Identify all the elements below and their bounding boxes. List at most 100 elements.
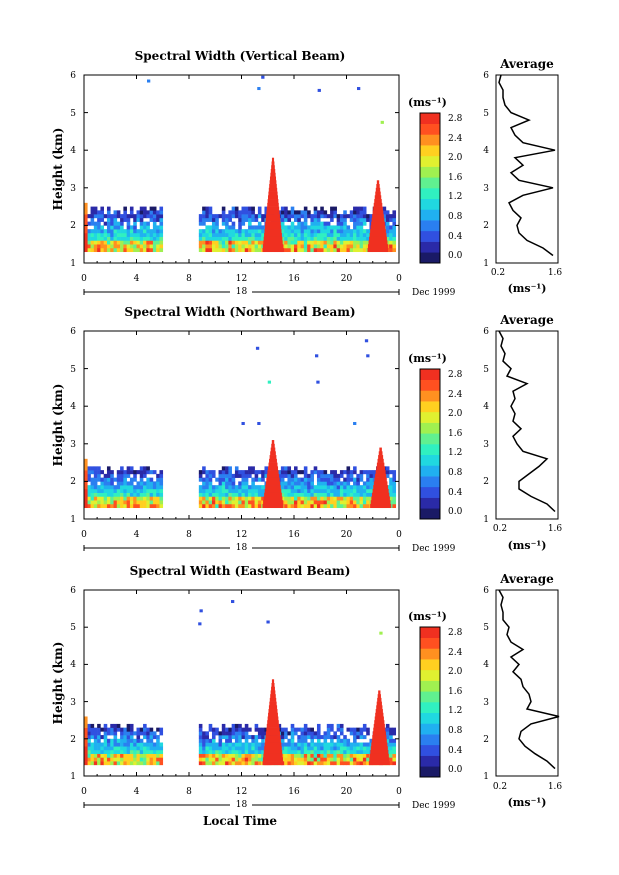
peak-cell	[271, 683, 275, 688]
heatmap-cell	[307, 500, 311, 505]
heatmap-cell	[287, 473, 292, 478]
heatmap-cell	[353, 466, 357, 471]
heatmap-cell	[369, 217, 374, 222]
average-title: Average	[499, 313, 554, 327]
x-tick-label: 0	[81, 274, 87, 284]
heatmap-cell	[139, 485, 144, 490]
peak-cell	[266, 727, 280, 732]
heatmap-cell	[159, 232, 164, 237]
avg-y-tick: 5	[483, 623, 489, 633]
panel-northward-beam: Spectral Width (Northward Beam) Height (…	[51, 305, 562, 554]
heatmap-cell	[294, 496, 298, 501]
heatmap-cell	[218, 232, 223, 237]
heatmap-cell	[330, 225, 334, 230]
heatmap-cell	[343, 225, 347, 230]
heatmap-cell	[339, 481, 344, 486]
heatmap-cell	[366, 470, 370, 475]
heatmap-cell	[392, 727, 397, 732]
heatmap-cell	[241, 229, 246, 234]
peak-cell	[266, 723, 280, 728]
heatmap-cell	[156, 473, 160, 478]
heatmap-cell	[136, 485, 141, 490]
heatmap-cell	[310, 742, 314, 747]
heatmap-cell	[133, 488, 137, 493]
peak-cell	[374, 195, 382, 200]
heatmap-cell	[385, 221, 390, 226]
heatmap-cell	[116, 723, 121, 728]
heatmap-cell	[234, 761, 239, 766]
heatmap-cell	[330, 206, 334, 211]
heatmap-cell	[310, 727, 314, 732]
heatmap-cell	[123, 470, 127, 475]
heatmap-cell	[284, 225, 288, 230]
heatmap-cell	[385, 232, 390, 237]
heatmap-cell	[290, 473, 295, 478]
heatmap-cell	[326, 240, 331, 245]
heatmap-cell	[280, 236, 285, 241]
heatmap-cell	[221, 466, 226, 471]
heatmap-cell	[129, 214, 134, 219]
heatmap-cell	[264, 473, 269, 478]
heatmap-cell	[143, 753, 147, 758]
heatmap-cell	[87, 761, 91, 766]
heatmap-cell	[326, 761, 331, 766]
heatmap-cell	[244, 210, 249, 215]
heatmap-cell	[202, 500, 206, 505]
heatmap-cell	[152, 244, 157, 249]
colorbar-tick: 1.6	[448, 687, 463, 697]
peak-cell	[262, 503, 284, 509]
peak-cell	[265, 217, 281, 222]
heatmap-cell	[90, 466, 95, 471]
heatmap-cell	[320, 247, 324, 253]
heatmap-cell	[356, 210, 360, 215]
heatmap-cell	[221, 244, 226, 249]
heatmap-cell	[129, 757, 134, 762]
heatmap-cell	[343, 749, 347, 754]
heatmap-cell	[313, 742, 318, 747]
heatmap-cell	[202, 477, 206, 482]
heatmap-cell	[202, 485, 206, 490]
heatmap-cell	[123, 247, 127, 253]
heatmap-cell	[225, 500, 229, 505]
heatmap-cell	[205, 470, 209, 475]
heatmap-cell	[290, 225, 295, 230]
heatmap-cell	[234, 492, 239, 497]
peak-cell	[264, 232, 282, 237]
peak-cell	[262, 761, 284, 766]
heatmap-cell	[353, 488, 357, 493]
heatmap-cell	[300, 247, 305, 253]
heatmap-cell	[320, 240, 324, 245]
heatmap-cell	[346, 742, 351, 747]
heatmap-cell	[234, 485, 239, 490]
heatmap-cell	[218, 214, 223, 219]
panel-eastward-beam: Spectral Width (Eastward Beam) Height (k…	[51, 564, 562, 811]
heatmap-cell	[346, 496, 351, 501]
heatmap-cell	[316, 229, 321, 234]
heatmap-cell	[106, 247, 111, 253]
heatmap-cell	[251, 742, 255, 747]
heatmap-cell	[389, 247, 393, 253]
heatmap-cell	[93, 742, 98, 747]
heatmap-cell	[93, 503, 98, 509]
x-tick-labels: 0 4 8 12 16 20 0	[81, 530, 402, 540]
heatmap-cell	[392, 232, 397, 237]
heatmap-cell	[149, 746, 154, 751]
heatmap-cell	[136, 492, 141, 497]
heatmap-cell	[202, 470, 206, 475]
heatmap-cell	[307, 503, 311, 509]
peak-cell	[264, 492, 282, 497]
heatmap-cell	[152, 485, 157, 490]
heatmap-cell	[320, 742, 324, 747]
avg-x-tick: 1.6	[548, 782, 563, 792]
heatmap-cell	[359, 244, 364, 249]
heatmap-cell	[326, 496, 331, 501]
heatmap-cell	[297, 236, 301, 241]
heatmap-cell	[326, 746, 331, 751]
heatmap-cell	[392, 488, 397, 493]
heatmap-cell	[241, 221, 246, 226]
heatmap-cell	[136, 500, 141, 505]
heatmap-cell	[198, 757, 203, 762]
heatmap-cell	[152, 761, 157, 766]
heatmap-cell	[261, 492, 265, 497]
heatmap-cell	[369, 481, 374, 486]
